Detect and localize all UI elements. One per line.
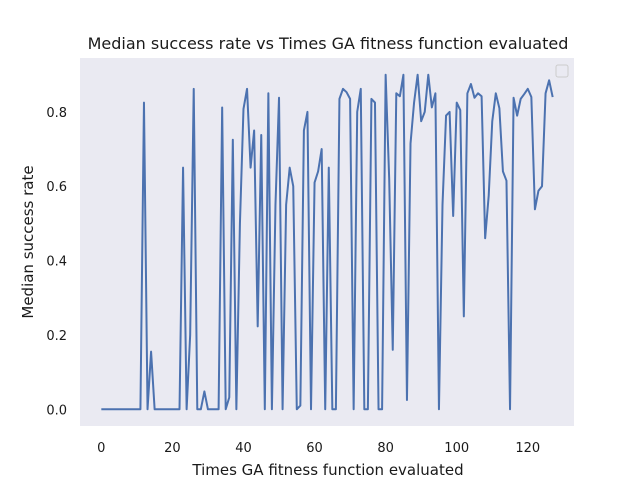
x-axis-label: Times GA fitness function evaluated (191, 461, 463, 479)
y-tick-label: 0.0 (46, 403, 67, 418)
chart-title: Median success rate vs Times GA fitness … (88, 34, 569, 53)
y-tick-label: 0.8 (46, 106, 67, 121)
x-tick-label: 100 (444, 441, 469, 456)
y-axis-label: Median success rate (19, 165, 37, 318)
y-axis-ticks: 0.0 0.2 0.4 0.6 0.8 (46, 106, 67, 418)
legend-box (555, 64, 569, 78)
x-tick-label: 80 (377, 441, 394, 456)
y-tick-label: 0.4 (46, 255, 67, 270)
x-axis-ticks: 0 20 40 60 80 100 120 (97, 441, 540, 456)
series-line (101, 73, 554, 411)
series-layer (101, 73, 554, 411)
x-tick-label: 20 (164, 441, 181, 456)
y-tick-label: 0.2 (46, 329, 67, 344)
y-tick-label: 0.6 (46, 180, 67, 195)
x-tick-label: 0 (97, 441, 105, 456)
x-tick-label: 40 (235, 441, 252, 456)
x-tick-label: 120 (515, 441, 540, 456)
x-tick-label: 60 (306, 441, 323, 456)
